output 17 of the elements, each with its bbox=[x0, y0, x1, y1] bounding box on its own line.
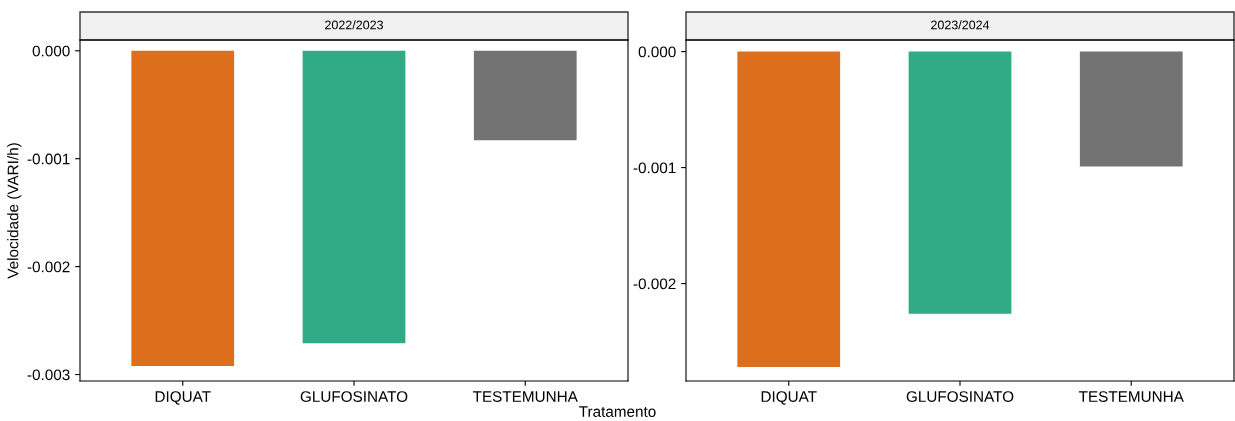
x-tick-label: TESTEMUNHA bbox=[1078, 391, 1184, 402]
x-axis-title: Tratamento bbox=[579, 406, 656, 417]
x-tick-label: DIQUAT bbox=[761, 391, 817, 405]
y-tick-label: -0.002 bbox=[27, 261, 70, 273]
y-tick-label: -0.001 bbox=[27, 153, 70, 165]
x-tick-label: DIQUAT bbox=[155, 391, 211, 405]
x-tick-label: GLUFOSINATO bbox=[300, 391, 408, 402]
chart-title: 2023/2024 bbox=[931, 20, 990, 30]
y-axis-title: Velocidade (VARI/h) bbox=[7, 143, 22, 279]
y-tick-label: -0.001 bbox=[633, 162, 676, 174]
chart-title: 2022/2023 bbox=[325, 20, 383, 30]
y-tick-label: -0.003 bbox=[27, 369, 70, 381]
x-tick-label: TESTEMUNHA bbox=[472, 391, 578, 402]
y-tick-label: 0.000 bbox=[32, 45, 70, 57]
y-tick-label: 0.000 bbox=[638, 46, 676, 58]
x-tick-label: GLUFOSINATO bbox=[906, 391, 1014, 402]
y-tick-label: -0.002 bbox=[633, 278, 676, 290]
